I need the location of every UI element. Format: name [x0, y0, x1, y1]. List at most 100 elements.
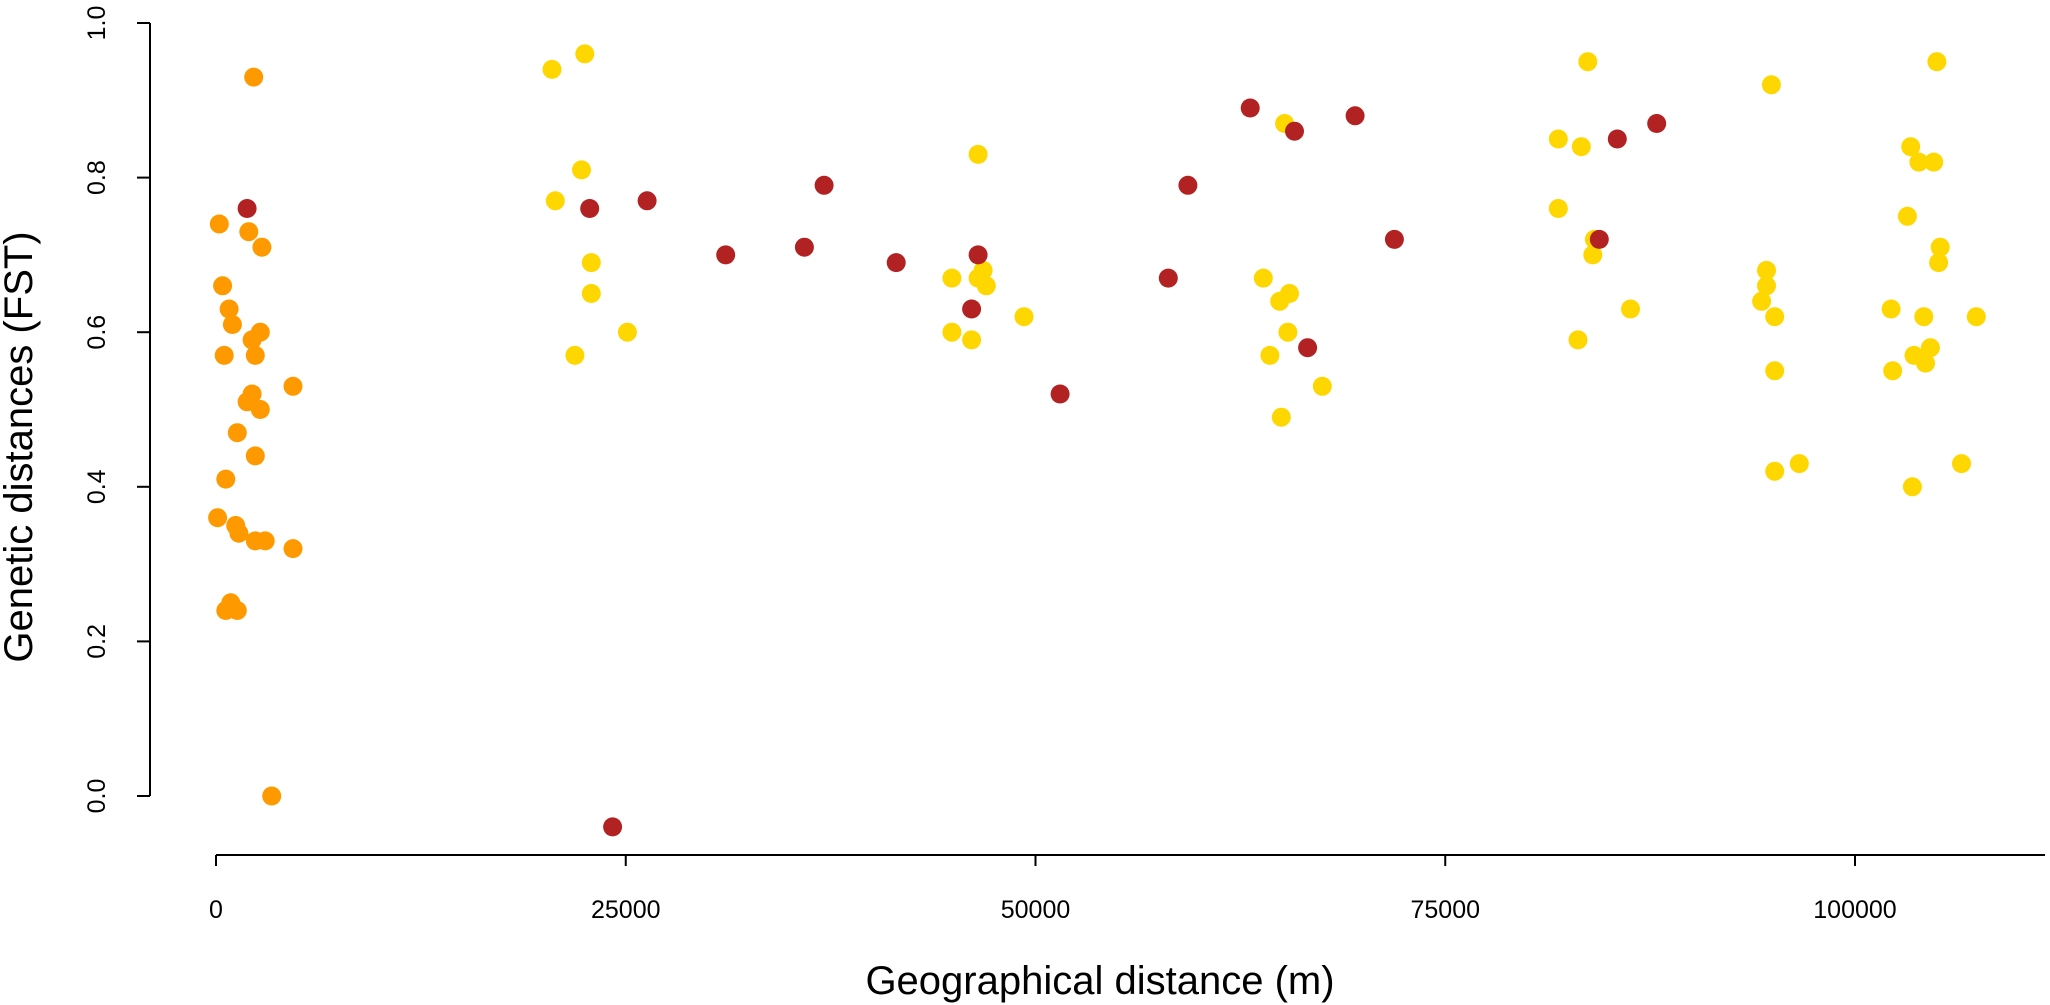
- point-red-2: [637, 191, 657, 211]
- point-orange-9: [214, 345, 234, 365]
- point-red-0: [237, 199, 257, 218]
- x-axis-title: Geographical distance (m): [865, 959, 1334, 1003]
- x-ticks: 0 25000 50000 75000 100000: [209, 855, 1897, 924]
- point-yellow-8: [968, 144, 988, 164]
- point-orange-14: [250, 400, 270, 419]
- point-orange-1: [209, 214, 229, 234]
- point-yellow-39: [1765, 461, 1785, 481]
- x-tick-label: 0: [209, 896, 223, 924]
- point-yellow-25: [1548, 129, 1568, 149]
- point-yellow-41: [1901, 137, 1921, 157]
- point-yellow-46: [1929, 253, 1949, 273]
- point-yellow-17: [1253, 268, 1273, 288]
- point-yellow-52: [1916, 353, 1935, 373]
- point-red-16: [1345, 106, 1365, 126]
- point-yellow-29: [1583, 245, 1603, 265]
- point-red-12: [1178, 175, 1198, 195]
- point-yellow-55: [1902, 477, 1922, 497]
- y-axis-title: Genetic distances (FST): [0, 231, 41, 662]
- point-red-10: [1050, 384, 1070, 404]
- point-red-7: [886, 253, 906, 273]
- point-orange-3: [252, 237, 272, 257]
- point-yellow-38: [1789, 454, 1809, 474]
- point-red-13: [1240, 98, 1260, 118]
- point-orange-27: [262, 786, 282, 806]
- point-yellow-1: [542, 59, 562, 79]
- point-yellow-26: [1571, 137, 1591, 157]
- point-yellow-22: [1312, 376, 1332, 396]
- y-tick-label: 1.0: [83, 6, 111, 41]
- point-orange-8: [242, 330, 262, 350]
- point-yellow-24: [1578, 52, 1598, 72]
- point-orange-4: [213, 276, 233, 296]
- point-yellow-19: [1270, 291, 1290, 311]
- point-yellow-53: [1883, 361, 1903, 381]
- point-orange-17: [216, 469, 236, 489]
- point-red-9: [962, 299, 982, 319]
- x-tick-label: 100000: [1813, 896, 1896, 924]
- point-yellow-13: [1014, 307, 1034, 327]
- point-yellow-23: [1271, 407, 1291, 427]
- point-red-4: [716, 245, 736, 265]
- point-red-3: [603, 817, 623, 837]
- point-orange-15: [227, 423, 247, 443]
- point-yellow-49: [1914, 307, 1934, 327]
- point-yellow-54: [1952, 454, 1971, 474]
- point-yellow-35: [1752, 291, 1772, 311]
- point-yellow-15: [962, 330, 982, 350]
- point-yellow-0: [575, 44, 595, 64]
- point-yellow-7: [565, 345, 585, 365]
- point-yellow-37: [1765, 361, 1785, 381]
- point-yellow-12: [976, 276, 996, 296]
- y-tick-label: 0.8: [83, 160, 111, 195]
- point-yellow-32: [1761, 75, 1781, 95]
- point-orange-5: [219, 299, 239, 319]
- y-tick-label: 0.0: [83, 779, 111, 814]
- y-tick-label: 0.2: [83, 624, 111, 659]
- point-yellow-27: [1548, 199, 1568, 218]
- point-yellow-44: [1897, 206, 1917, 226]
- point-orange-0: [244, 67, 264, 87]
- point-yellow-50: [1920, 338, 1940, 358]
- point-yellow-48: [1966, 307, 1986, 327]
- point-yellow-21: [1260, 345, 1280, 365]
- point-red-5: [794, 237, 814, 257]
- y-tick-label: 0.4: [83, 469, 111, 504]
- point-red-18: [1589, 229, 1609, 249]
- point-yellow-10: [942, 268, 962, 288]
- point-orange-16: [245, 446, 265, 466]
- point-yellow-3: [545, 191, 565, 211]
- point-orange-23: [283, 539, 303, 559]
- point-yellow-2: [572, 160, 591, 180]
- y-ticks: 0.0 0.2 0.4 0.6 0.8 1.0: [83, 6, 150, 814]
- point-yellow-40: [1927, 52, 1947, 72]
- point-yellow-47: [1881, 299, 1901, 319]
- point-orange-20: [229, 523, 249, 543]
- x-tick-label: 50000: [1001, 896, 1071, 924]
- point-orange-10: [245, 345, 265, 365]
- point-yellow-31: [1568, 330, 1588, 350]
- point-yellow-30: [1621, 299, 1640, 319]
- point-orange-22: [255, 531, 275, 551]
- x-tick-label: 25000: [591, 896, 661, 924]
- point-orange-18: [208, 508, 228, 528]
- point-yellow-33: [1757, 260, 1776, 280]
- axes: [149, 23, 2045, 856]
- point-red-15: [1298, 338, 1318, 358]
- point-yellow-14: [942, 322, 962, 342]
- point-yellow-36: [1765, 307, 1785, 327]
- point-red-14: [1285, 121, 1304, 141]
- data-points: [208, 44, 1986, 837]
- point-yellow-42: [1909, 152, 1929, 172]
- point-yellow-45: [1930, 237, 1950, 257]
- point-red-11: [1158, 268, 1178, 288]
- point-yellow-34: [1757, 276, 1776, 296]
- point-red-6: [814, 175, 834, 195]
- point-orange-11: [283, 376, 303, 396]
- point-red-20: [1647, 114, 1667, 133]
- point-yellow-4: [581, 253, 601, 273]
- point-red-19: [1607, 129, 1627, 149]
- point-yellow-6: [617, 322, 637, 342]
- point-red-17: [1384, 229, 1404, 249]
